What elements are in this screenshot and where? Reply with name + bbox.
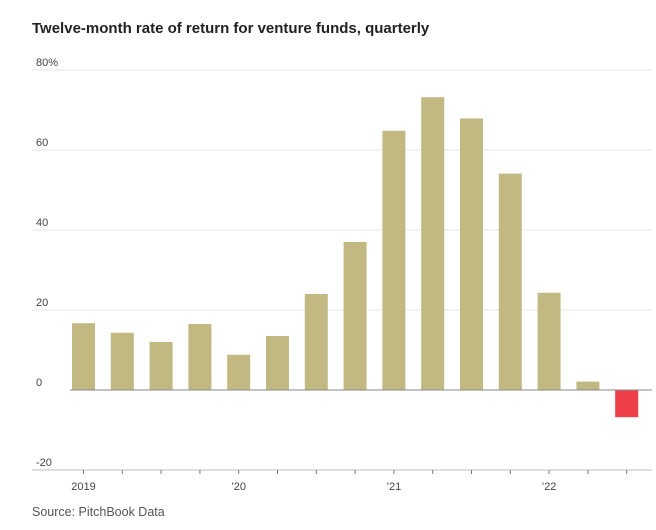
bar-2019-q4 [188,324,212,390]
y-axis-labels: -20 0 20 40 60 80% [36,57,58,469]
bar-2021-q4 [498,173,522,390]
source-note: Source: PitchBook Data [32,505,165,519]
bar-2020-q4 [343,242,367,390]
bar-2021-q2 [421,97,445,390]
bar-2019-q1 [72,323,95,390]
bar-2019-q3 [149,342,173,390]
y-tick-label: 0 [36,377,42,389]
chart-title: Twelve-month rate of return for venture … [32,20,430,37]
x-axis: 2019 ’20 ’21 ’22 [32,389,652,493]
bar-2022-q3 [615,390,639,418]
x-tick-label: 2019 [71,481,95,493]
y-tick-label: 40 [36,217,48,229]
bar-2022-q1 [537,292,561,390]
y-tick-label: 80% [36,57,58,69]
x-tick-label: ’21 [387,481,402,493]
y-tick-label: 20 [36,297,48,309]
bar-2021-q1 [382,130,406,391]
gridlines [32,69,652,471]
bar-2021-q3 [460,118,483,391]
bar-2020-q3 [304,294,328,390]
bar-2022-q2 [576,381,600,390]
bars [72,97,639,418]
bar-2020-q1 [227,354,251,390]
y-tick-label: -20 [36,457,52,469]
bar-2019-q2 [110,332,134,390]
bar-2020-q2 [266,336,289,390]
x-tick-label: ’22 [542,481,557,493]
bar-chart: -20 0 20 40 60 80% 2019 ’20 ’21 ’22 [32,57,652,493]
y-tick-label: 60 [36,137,48,149]
x-tick-label: ’20 [231,481,246,493]
